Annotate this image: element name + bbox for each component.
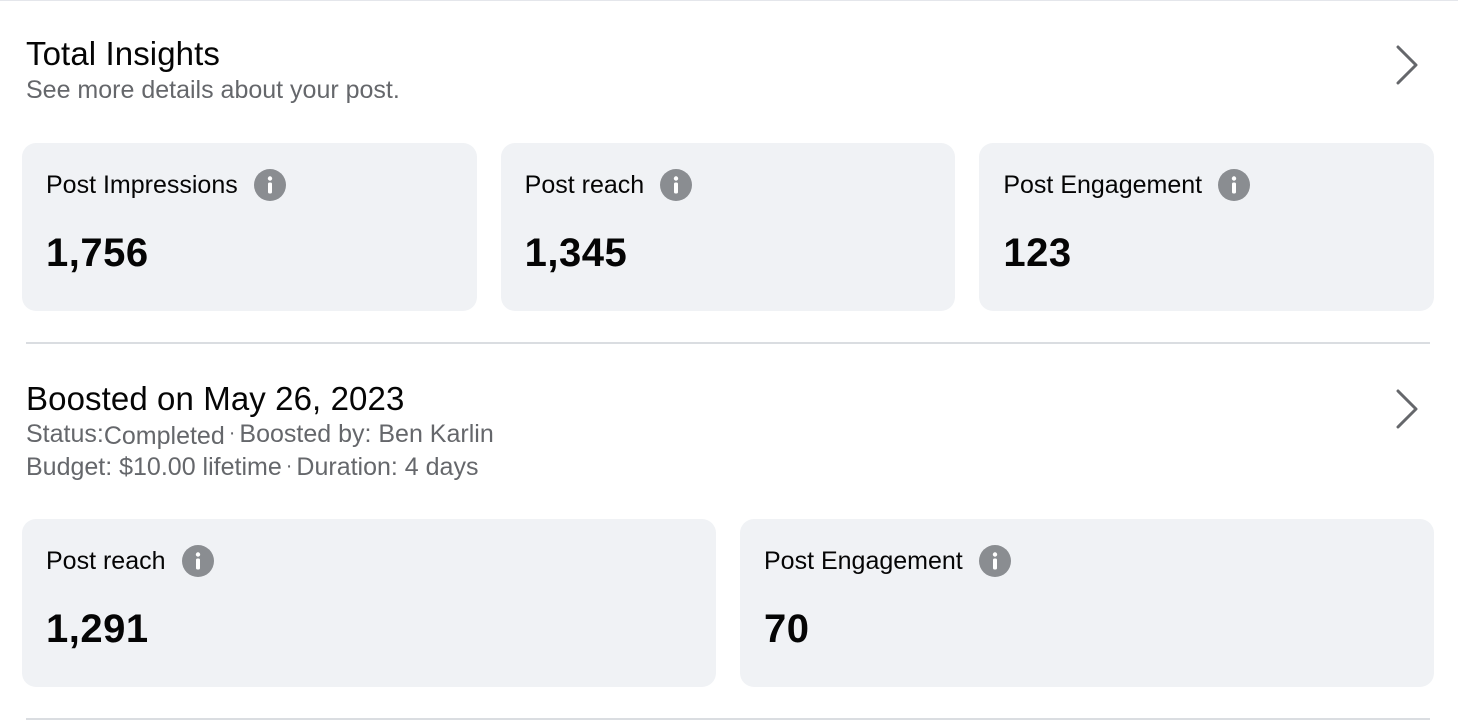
- card-value: 1,345: [524, 231, 628, 275]
- budget: Budget: $10.00 lifetime: [26, 453, 282, 481]
- info-icon[interactable]: [978, 545, 1011, 577]
- info-icon[interactable]: [660, 169, 693, 201]
- boost-section: Boosted on May 26, 2023 Status:Completed…: [0, 345, 1458, 719]
- info-icon[interactable]: [1218, 169, 1251, 201]
- total-insights-subtitle: See more details about your post.: [26, 76, 400, 104]
- card-label: Post Engagement: [764, 547, 963, 575]
- total-insights-header[interactable]: Total Insights See more details about yo…: [26, 34, 1398, 106]
- boost-budget-line: Budget: $10.00 lifetime · Duration: 4 days: [26, 452, 1398, 485]
- status-value: Completed: [103, 422, 225, 450]
- duration: Duration: 4 days: [296, 453, 479, 481]
- post-engagement-card: Post Engagement 123: [979, 143, 1435, 311]
- section-divider: [26, 718, 1430, 720]
- post-impressions-card: Post Impressions 1,756: [22, 143, 477, 311]
- card-value: 1,291: [46, 607, 149, 651]
- card-label: Post Engagement: [1003, 171, 1203, 199]
- boost-post-reach-card: Post reach 1,291: [22, 519, 716, 687]
- chevron-right-icon[interactable]: [1392, 387, 1422, 431]
- top-border: [0, 0, 1458, 1]
- total-insights-cards: Post Impressions 1,756 Post reach 1,345: [22, 143, 1435, 311]
- total-insights-title: Total Insights: [26, 35, 221, 72]
- boost-post-engagement-card: Post Engagement 70: [740, 519, 1434, 687]
- info-icon[interactable]: [181, 545, 214, 577]
- post-reach-card: Post reach 1,345: [500, 143, 956, 311]
- boost-cards: Post reach 1,291 Post Engagement 70: [22, 519, 1434, 687]
- chevron-right-icon[interactable]: [1392, 43, 1422, 87]
- separator-dot: ·: [285, 455, 293, 477]
- info-icon[interactable]: [253, 169, 286, 201]
- boost-header[interactable]: Boosted on May 26, 2023 Status:Completed…: [26, 379, 1398, 485]
- card-label: Post reach: [46, 547, 166, 575]
- card-label: Post reach: [524, 171, 645, 199]
- card-label: Post Impressions: [46, 171, 238, 199]
- card-value: 70: [764, 607, 810, 651]
- boosted-by: Boosted by: Ben Karlin: [239, 420, 494, 448]
- section-divider: [26, 342, 1430, 344]
- card-value: 123: [1003, 231, 1072, 275]
- card-value: 1,756: [46, 231, 149, 275]
- total-insights-section: Total Insights See more details about yo…: [0, 0, 1458, 344]
- boost-status-line: Status:Completed · Boosted by: Ben Karlin: [26, 419, 1398, 452]
- status-label: Status:: [26, 420, 104, 448]
- separator-dot: ·: [228, 422, 236, 444]
- boost-title: Boosted on May 26, 2023: [26, 380, 405, 417]
